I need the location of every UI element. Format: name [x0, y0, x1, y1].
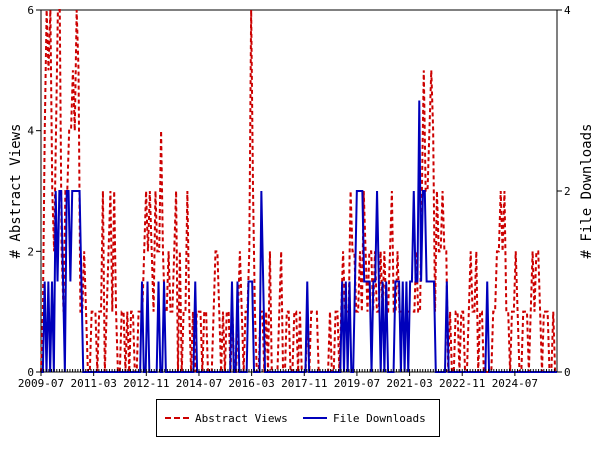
- x-tick-label: 2012-11: [123, 377, 169, 390]
- legend-swatch-abstract-views: [165, 417, 189, 419]
- legend: Abstract Views File Downloads: [156, 399, 440, 437]
- x-tick-label: 2019-07: [334, 377, 380, 390]
- y-left-tick-label: 2: [27, 245, 34, 258]
- legend-label-abstract-views: Abstract Views: [195, 411, 288, 425]
- x-tick-label: 2024-07: [492, 377, 538, 390]
- legend-label-file-downloads: File Downloads: [333, 411, 426, 425]
- y-right-tick-label: 2: [564, 185, 571, 198]
- legend-item-file-downloads: File Downloads: [303, 411, 426, 425]
- x-tick-label: 2017-11: [281, 377, 327, 390]
- y-left-tick-label: 4: [27, 125, 34, 138]
- line-chart: 2009-07 2011-03 2012-11 2014-07 2016-03 2017-…: [8, 4, 595, 390]
- y-left-tick-label: 6: [27, 4, 34, 17]
- x-tick-label: 2011-03: [70, 377, 116, 390]
- y-left-axis-title: # Abstract Views: [8, 124, 24, 259]
- y-right-tick-label: 4: [564, 4, 571, 17]
- x-tick-label: 2009-07: [18, 377, 64, 390]
- legend-swatch-file-downloads: [303, 417, 327, 419]
- series-line-abstract-views: [40, 9, 557, 373]
- x-tick-label: 2021-03: [386, 377, 432, 390]
- legend-item-abstract-views: Abstract Views: [165, 411, 288, 425]
- x-tick-label: 2022-11: [439, 377, 485, 390]
- y-right-tick-label: 0: [564, 366, 571, 379]
- y-right-axis-title: # File Downloads: [579, 124, 595, 259]
- x-tick-label: 2014-07: [176, 377, 222, 390]
- x-tick-label: 2016-03: [228, 377, 274, 390]
- y-left-tick-label: 0: [27, 366, 34, 379]
